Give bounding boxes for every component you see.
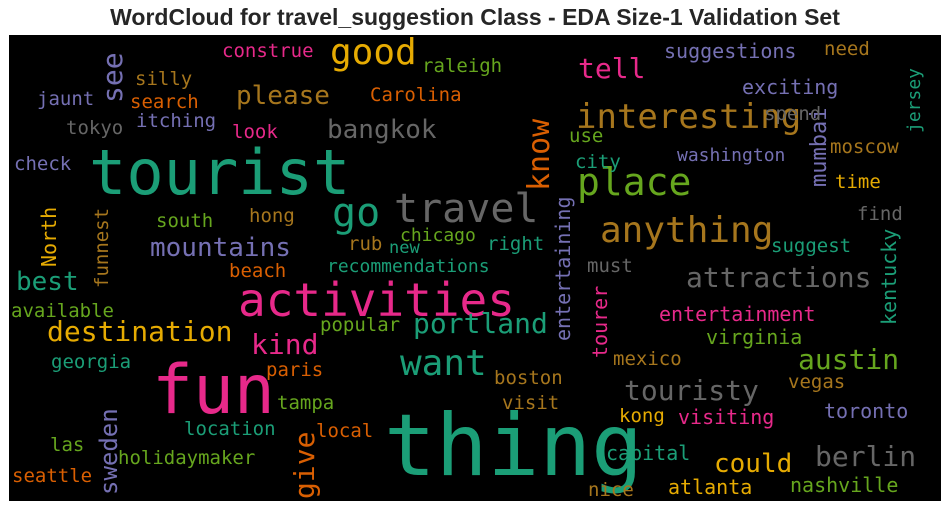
word-tourist: tourist — [89, 136, 351, 209]
word-search: search — [130, 91, 199, 113]
word-tampa: tampa — [277, 392, 335, 414]
word-nashville: nashville — [790, 473, 899, 497]
word-kentucky: kentucky — [877, 228, 901, 325]
word-destination: destination — [47, 315, 233, 348]
word-construe: construe — [222, 40, 314, 62]
word-see: see — [96, 52, 129, 103]
word-paris: paris — [266, 359, 324, 381]
word-kong: kong — [619, 405, 665, 427]
word-virginia: virginia — [706, 325, 803, 349]
word-tourer: tourer — [588, 285, 612, 358]
word-could: could — [714, 449, 793, 479]
word-available: available — [11, 300, 114, 322]
word-location: location — [184, 418, 276, 440]
word-south: south — [156, 210, 214, 232]
word-local: local — [316, 420, 374, 442]
word-new: new — [389, 238, 420, 258]
word-touristy: touristy — [624, 374, 759, 407]
word-use: use — [569, 125, 604, 147]
word-itching: itching — [136, 110, 217, 132]
word-suggestions: suggestions — [664, 39, 797, 63]
word-hong: hong — [249, 205, 295, 227]
word-place: place — [577, 160, 692, 204]
word-need: need — [824, 38, 870, 60]
word-attractions: attractions — [686, 261, 872, 294]
word-activities: activities — [238, 273, 515, 327]
word-anything: anything — [600, 210, 774, 251]
word-silly: silly — [135, 68, 193, 90]
word-find: find — [857, 203, 903, 225]
word-check: check — [14, 153, 72, 175]
word-mexico: mexico — [613, 348, 682, 370]
word-recommendations: recommendations — [327, 256, 490, 277]
word-go: go — [332, 190, 381, 236]
word-funnest: funnest — [91, 207, 113, 288]
word-visiting: visiting — [678, 405, 775, 429]
word-mountains: mountains — [150, 233, 291, 263]
word-tokyo: tokyo — [66, 117, 124, 139]
word-time: time — [835, 171, 881, 193]
word-know: know — [522, 118, 557, 191]
word-thing: thing — [384, 396, 643, 496]
word-kind: kind — [251, 328, 319, 361]
word-toronto: toronto — [824, 399, 909, 423]
word-boston: boston — [494, 367, 563, 389]
word-spend: spend — [764, 103, 822, 125]
word-good: good — [330, 35, 417, 73]
word-chicago: chicago — [400, 225, 476, 246]
word-best: best — [16, 267, 79, 297]
word-city: city — [575, 151, 621, 173]
word-portland: portland — [413, 307, 548, 340]
word-seattle: seattle — [12, 465, 93, 487]
word-jaunt: jaunt — [37, 88, 95, 110]
word-please: please — [236, 81, 330, 111]
word-fun: fun — [152, 351, 275, 430]
word-popular: popular — [320, 314, 401, 336]
word-vegas: vegas — [788, 371, 846, 393]
word-exciting: exciting — [742, 75, 839, 99]
word-austin: austin — [798, 343, 900, 376]
word-nice: nice — [588, 479, 634, 501]
word-berlin: berlin — [815, 440, 917, 473]
word-holidaymaker: holidaymaker — [118, 447, 256, 469]
word-interesting: interesting — [576, 97, 802, 137]
word-washington: washington — [677, 145, 786, 166]
word-las: las — [50, 434, 85, 456]
word-suggest: suggest — [771, 235, 852, 257]
word-visit: visit — [502, 392, 560, 414]
word-raleigh: raleigh — [422, 55, 503, 77]
word-travel: travel — [394, 186, 539, 232]
word-right: right — [487, 233, 545, 255]
word-beach: beach — [229, 260, 287, 282]
word-carolina: Carolina — [370, 84, 462, 106]
word-georgia: georgia — [51, 351, 132, 373]
word-moscow: moscow — [830, 136, 899, 158]
word-entertainment: entertainment — [659, 302, 816, 326]
word-bangkok: bangkok — [327, 115, 437, 145]
word-give: give — [288, 431, 321, 499]
wordcloud-canvas: thing tourist fun activities travel go place go… — [9, 35, 941, 501]
word-want: want — [400, 343, 487, 384]
word-must: must — [587, 255, 633, 277]
word-entertaining: entertaining — [551, 196, 575, 342]
word-capital: capital — [606, 441, 691, 465]
word-jersey: jersey — [904, 67, 925, 133]
word-rub: rub — [348, 233, 383, 255]
word-atlanta: atlanta — [668, 475, 753, 499]
chart-title: WordCloud for travel_suggestion Class - … — [110, 4, 840, 30]
word-tell: tell — [578, 52, 646, 85]
word-north: North — [37, 206, 61, 267]
word-look: look — [232, 121, 278, 143]
